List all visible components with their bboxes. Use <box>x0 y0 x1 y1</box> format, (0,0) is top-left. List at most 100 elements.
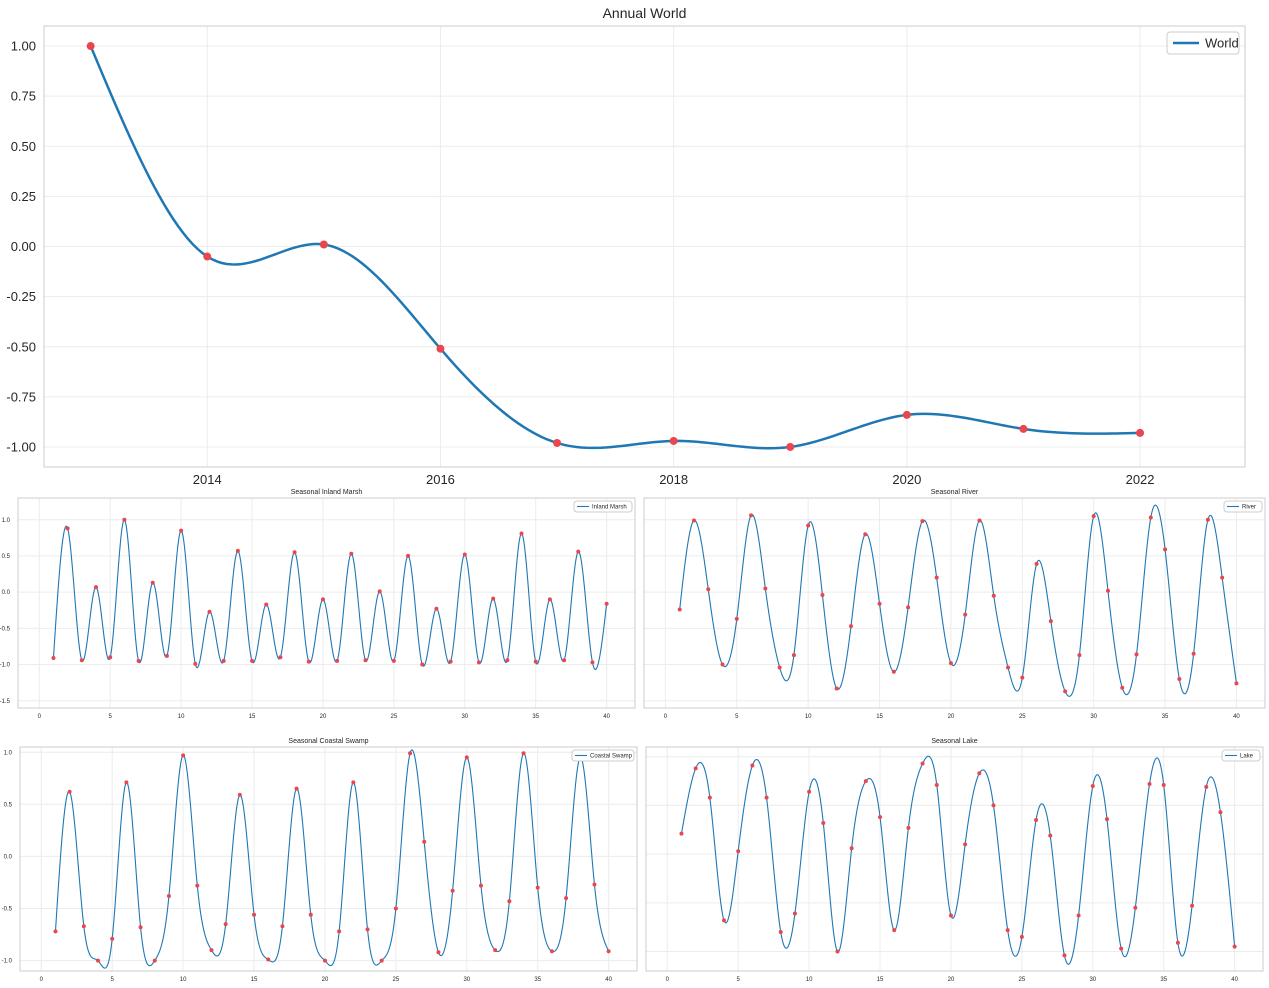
data-point <box>763 586 768 591</box>
seasonal-inland-marsh-chart: Seasonal Inland Marsh 0 5 10 15 20 25 30 35 40 1.0… <box>0 486 640 742</box>
data-point <box>1134 652 1139 657</box>
data-point <box>1063 689 1068 694</box>
data-point <box>195 883 200 888</box>
data-point <box>349 551 354 556</box>
x-tick-label: 25 <box>1019 714 1026 720</box>
data-point <box>521 751 526 756</box>
data-point <box>166 893 171 898</box>
legend-box <box>1223 500 1263 513</box>
seasonal-river-chart: Seasonal River 0 5 10 15 20 25 30 35 40 River <box>640 486 1269 742</box>
data-point <box>79 658 84 663</box>
data-point <box>1062 953 1067 958</box>
data-point <box>863 532 868 537</box>
x-tick-label: 0 <box>666 977 670 983</box>
data-point <box>778 930 783 935</box>
data-point <box>1034 818 1039 823</box>
data-point <box>1191 651 1196 656</box>
data-point <box>450 888 455 893</box>
data-point <box>948 913 953 918</box>
data-point <box>519 531 524 536</box>
legend-box <box>573 500 633 513</box>
data-point <box>792 911 797 916</box>
data-point <box>963 612 968 617</box>
x-tick-label: 35 <box>532 714 539 720</box>
data-point <box>849 624 853 629</box>
data-point <box>181 753 186 758</box>
plot-frame <box>643 497 1266 709</box>
data-point <box>351 780 356 785</box>
data-point <box>906 605 911 610</box>
data-point <box>590 660 595 665</box>
legend-label: Inland Marsh <box>592 505 627 511</box>
x-tick-label: 2018 <box>659 472 688 487</box>
data-point <box>434 606 439 611</box>
data-point <box>693 766 698 771</box>
chart-title: Annual World <box>603 5 687 21</box>
data-point <box>1148 515 1153 520</box>
data-point <box>564 896 569 901</box>
data-point <box>764 795 769 800</box>
data-point <box>1005 928 1010 933</box>
data-point <box>53 929 58 934</box>
data-point <box>505 658 510 663</box>
data-point <box>94 585 99 590</box>
legend-box <box>571 749 635 762</box>
seasonal-inland-marsh-plot: Seasonal Inland Marsh 0 5 10 15 20 25 30 35 40 1.0… <box>0 489 636 720</box>
x-tick-label: 5 <box>735 714 739 720</box>
data-point <box>834 686 839 691</box>
data-point <box>835 949 840 954</box>
data-point <box>1077 653 1082 658</box>
x-tick-label: 30 <box>461 714 468 720</box>
chart-title: Seasonal Lake <box>931 738 977 745</box>
data-point <box>406 553 411 558</box>
series-line <box>54 749 610 969</box>
data-point <box>777 665 782 670</box>
data-point <box>464 755 469 760</box>
chart-title: Seasonal River <box>931 489 979 496</box>
data-point <box>493 948 498 953</box>
data-point <box>533 659 538 664</box>
legend-label: World <box>1205 36 1239 51</box>
x-tick-label: 40 <box>1231 977 1238 983</box>
data-point <box>1120 685 1125 690</box>
series-line <box>52 518 608 671</box>
data-point <box>1232 944 1237 949</box>
x-tick-label: 2014 <box>193 472 222 487</box>
data-point <box>1104 817 1109 822</box>
y-tick-label: -0.5 <box>0 626 11 632</box>
x-tick-label: 20 <box>320 714 327 720</box>
y-tick-label: -0.5 <box>2 907 13 913</box>
data-point <box>722 918 727 923</box>
chart-title: Seasonal Inland Marsh <box>291 489 363 496</box>
seasonal-river-plot: Seasonal River 0 5 10 15 20 25 30 35 40 River <box>643 489 1266 720</box>
data-point <box>1119 946 1124 951</box>
x-tick-label: 35 <box>1160 977 1167 983</box>
x-tick-label: 35 <box>534 977 541 983</box>
data-point <box>1019 424 1028 433</box>
data-point <box>337 929 342 934</box>
y-tick-label: 0.0 <box>2 590 11 596</box>
data-point <box>420 662 425 667</box>
x-tick-label: 0 <box>40 977 44 983</box>
data-point <box>820 593 825 598</box>
data-point <box>706 587 711 592</box>
data-point <box>549 949 554 954</box>
legend-box <box>1166 31 1240 55</box>
data-point <box>807 789 812 794</box>
plot-frame <box>17 497 636 709</box>
x-tick-label: 15 <box>877 977 884 983</box>
data-point <box>906 825 911 830</box>
y-tick-label: -0.75 <box>6 389 36 404</box>
seasonal-lake-chart: Seasonal Lake 0 5 10 15 20 25 30 35 40 Lake <box>640 736 1269 988</box>
y-tick-label: 0.75 <box>11 89 36 104</box>
data-point <box>677 607 682 612</box>
data-point <box>1090 783 1095 788</box>
data-point <box>977 771 982 776</box>
data-point <box>319 240 328 249</box>
x-tick-label: 30 <box>1090 714 1097 720</box>
data-point <box>193 661 198 666</box>
data-point <box>1218 810 1223 815</box>
data-point <box>1019 934 1024 939</box>
y-tick-label: 0.50 <box>11 139 36 154</box>
data-point <box>948 661 953 666</box>
